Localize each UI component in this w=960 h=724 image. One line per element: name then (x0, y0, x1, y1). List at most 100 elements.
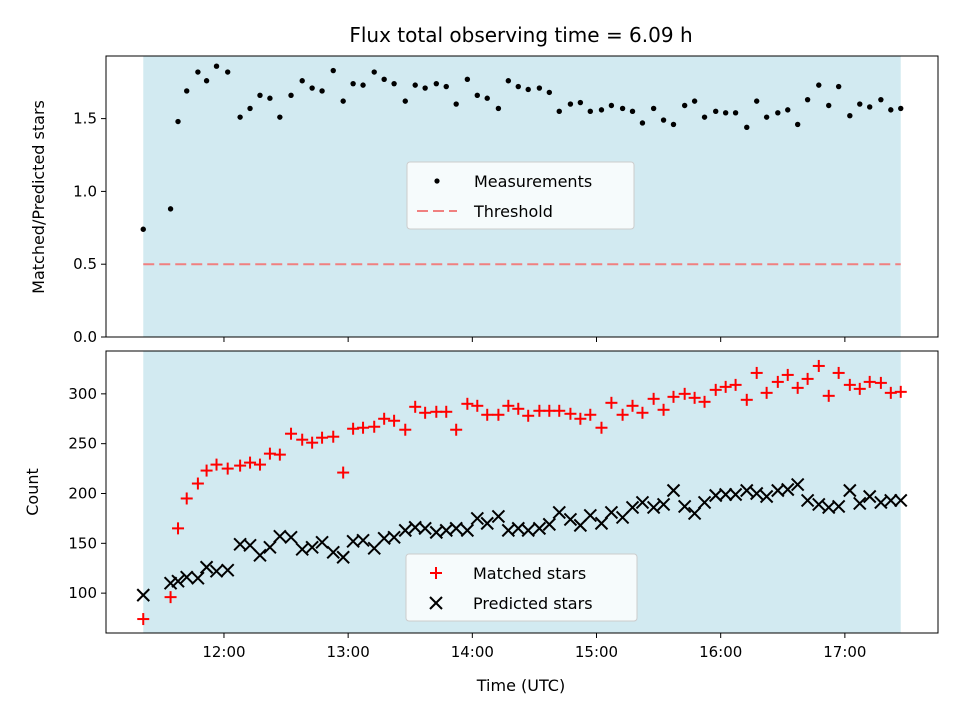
predicted-star-point (542, 517, 557, 532)
predicted-star-point (387, 530, 401, 545)
measurement-point (515, 83, 521, 90)
predicted-star-point (209, 564, 224, 578)
predicted-star-point (199, 560, 214, 574)
predicted-star-point (521, 523, 535, 538)
measurement-point (816, 82, 822, 88)
matched-star-point (616, 408, 629, 421)
matched-star-point (180, 492, 193, 505)
matched-star-point (822, 389, 835, 402)
predicted-star-point (470, 511, 485, 526)
measurement-point (857, 101, 863, 107)
count-axes: 100 150 200 250 300 12:00 13:00 14:00 15:00 16:00… (68, 350, 939, 661)
matched-star-point (357, 421, 370, 434)
matched-star-point (440, 405, 453, 418)
measurement-point (713, 108, 719, 115)
matched-star-point (843, 378, 856, 391)
x-axis-label: Time (UTC) (476, 676, 565, 695)
predicted-star-point (831, 499, 846, 514)
measurement-point (670, 121, 677, 128)
measurement-point (224, 69, 231, 75)
predicted-star-point (894, 493, 908, 508)
x-tick-label: 15:00 (575, 643, 618, 661)
measurements-legend-marker (434, 178, 440, 184)
ratio-y-axis-label: Matched/Predicted stars (29, 100, 48, 294)
ratio-plot-frame (105, 55, 939, 338)
measurement-point (350, 80, 356, 87)
predicted-star-point (853, 496, 867, 511)
count-legend-box (405, 553, 638, 622)
predicted-star-point (749, 486, 764, 501)
matched-star-point (791, 381, 804, 394)
predicted-star-point (759, 489, 774, 504)
measurement-point (360, 82, 366, 88)
y-tick-label: 250 (68, 435, 97, 453)
measurement-point (567, 101, 574, 107)
matched-star-point (399, 423, 412, 436)
y-tick-label: 0.5 (73, 255, 97, 273)
predicted-star-point (180, 570, 194, 584)
matched-star-point (812, 359, 825, 372)
measurements-legend-label: Measurements (474, 172, 592, 191)
measurement-point (587, 108, 593, 115)
matched-star-point (419, 406, 432, 419)
matched-star-point (553, 404, 566, 417)
predicted-star-point (449, 521, 463, 536)
matched-star-point (863, 375, 876, 388)
y-tick-label: 100 (68, 584, 97, 602)
measurement-point (536, 85, 543, 91)
measurement-point (691, 98, 698, 104)
matched-star-point (244, 456, 257, 469)
measurement-point (213, 63, 220, 69)
matched-star-point (492, 408, 505, 421)
matched-star-point (584, 408, 597, 421)
measurement-point (847, 112, 853, 119)
measurement-point (319, 88, 325, 94)
measurement-point (167, 206, 174, 212)
y-tick-label: 150 (68, 534, 97, 552)
matched-star-point (306, 436, 319, 449)
measurement-point (888, 107, 894, 113)
y-tick-label: 1.5 (73, 110, 97, 128)
threshold-legend-label: Threshold (473, 202, 553, 221)
figure-title: Flux total observing time = 6.09 h (349, 23, 692, 47)
ratio-panel: 0.0 0.5 1.0 1.5 Matched/Predicted stars Mea… (29, 55, 939, 346)
predicted-star-point (843, 483, 857, 498)
predicted-star-point (491, 509, 506, 524)
matched-star-point (729, 378, 742, 391)
matched-star-point (636, 406, 649, 419)
y-tick-label: 300 (68, 385, 97, 403)
matched-star-point (164, 591, 177, 604)
count-legend: Matched stars Predicted stars (405, 553, 638, 622)
measurement-point (402, 98, 408, 104)
predicted-star-point (326, 545, 340, 559)
matched-star-point (210, 458, 223, 471)
predicted-star-point (336, 550, 350, 564)
measurement-point (495, 105, 502, 112)
predicted-star-point (583, 508, 598, 523)
ratio-legend-box (406, 161, 635, 230)
ratio-axes: 0.0 0.5 1.0 1.5 (73, 55, 939, 346)
predicted-star-point (728, 487, 743, 502)
matched-star-point (853, 382, 866, 395)
x-tick-label: 14:00 (451, 643, 494, 661)
matched-star-point (137, 613, 150, 626)
matched-star-point (719, 380, 732, 393)
matched-star-point (378, 412, 391, 425)
matched-star-point (750, 366, 763, 379)
matched-star-point (481, 408, 494, 421)
ratio-marks (140, 63, 904, 232)
predicted-star-point (356, 533, 370, 548)
measurement-point (763, 114, 770, 120)
measurement-point (785, 107, 791, 113)
measurement-point (701, 114, 708, 120)
measurement-point (867, 104, 873, 110)
matched-star-point (678, 387, 691, 400)
count-y-axis-label: Count (23, 468, 42, 516)
matched-star-point (771, 375, 784, 388)
measurement-point (681, 102, 688, 109)
measurement-point (629, 108, 636, 115)
x-tick-label: 12:00 (202, 643, 245, 661)
matched-star-point (253, 458, 266, 471)
measurement-point (330, 67, 336, 74)
measurement-point (722, 110, 729, 116)
